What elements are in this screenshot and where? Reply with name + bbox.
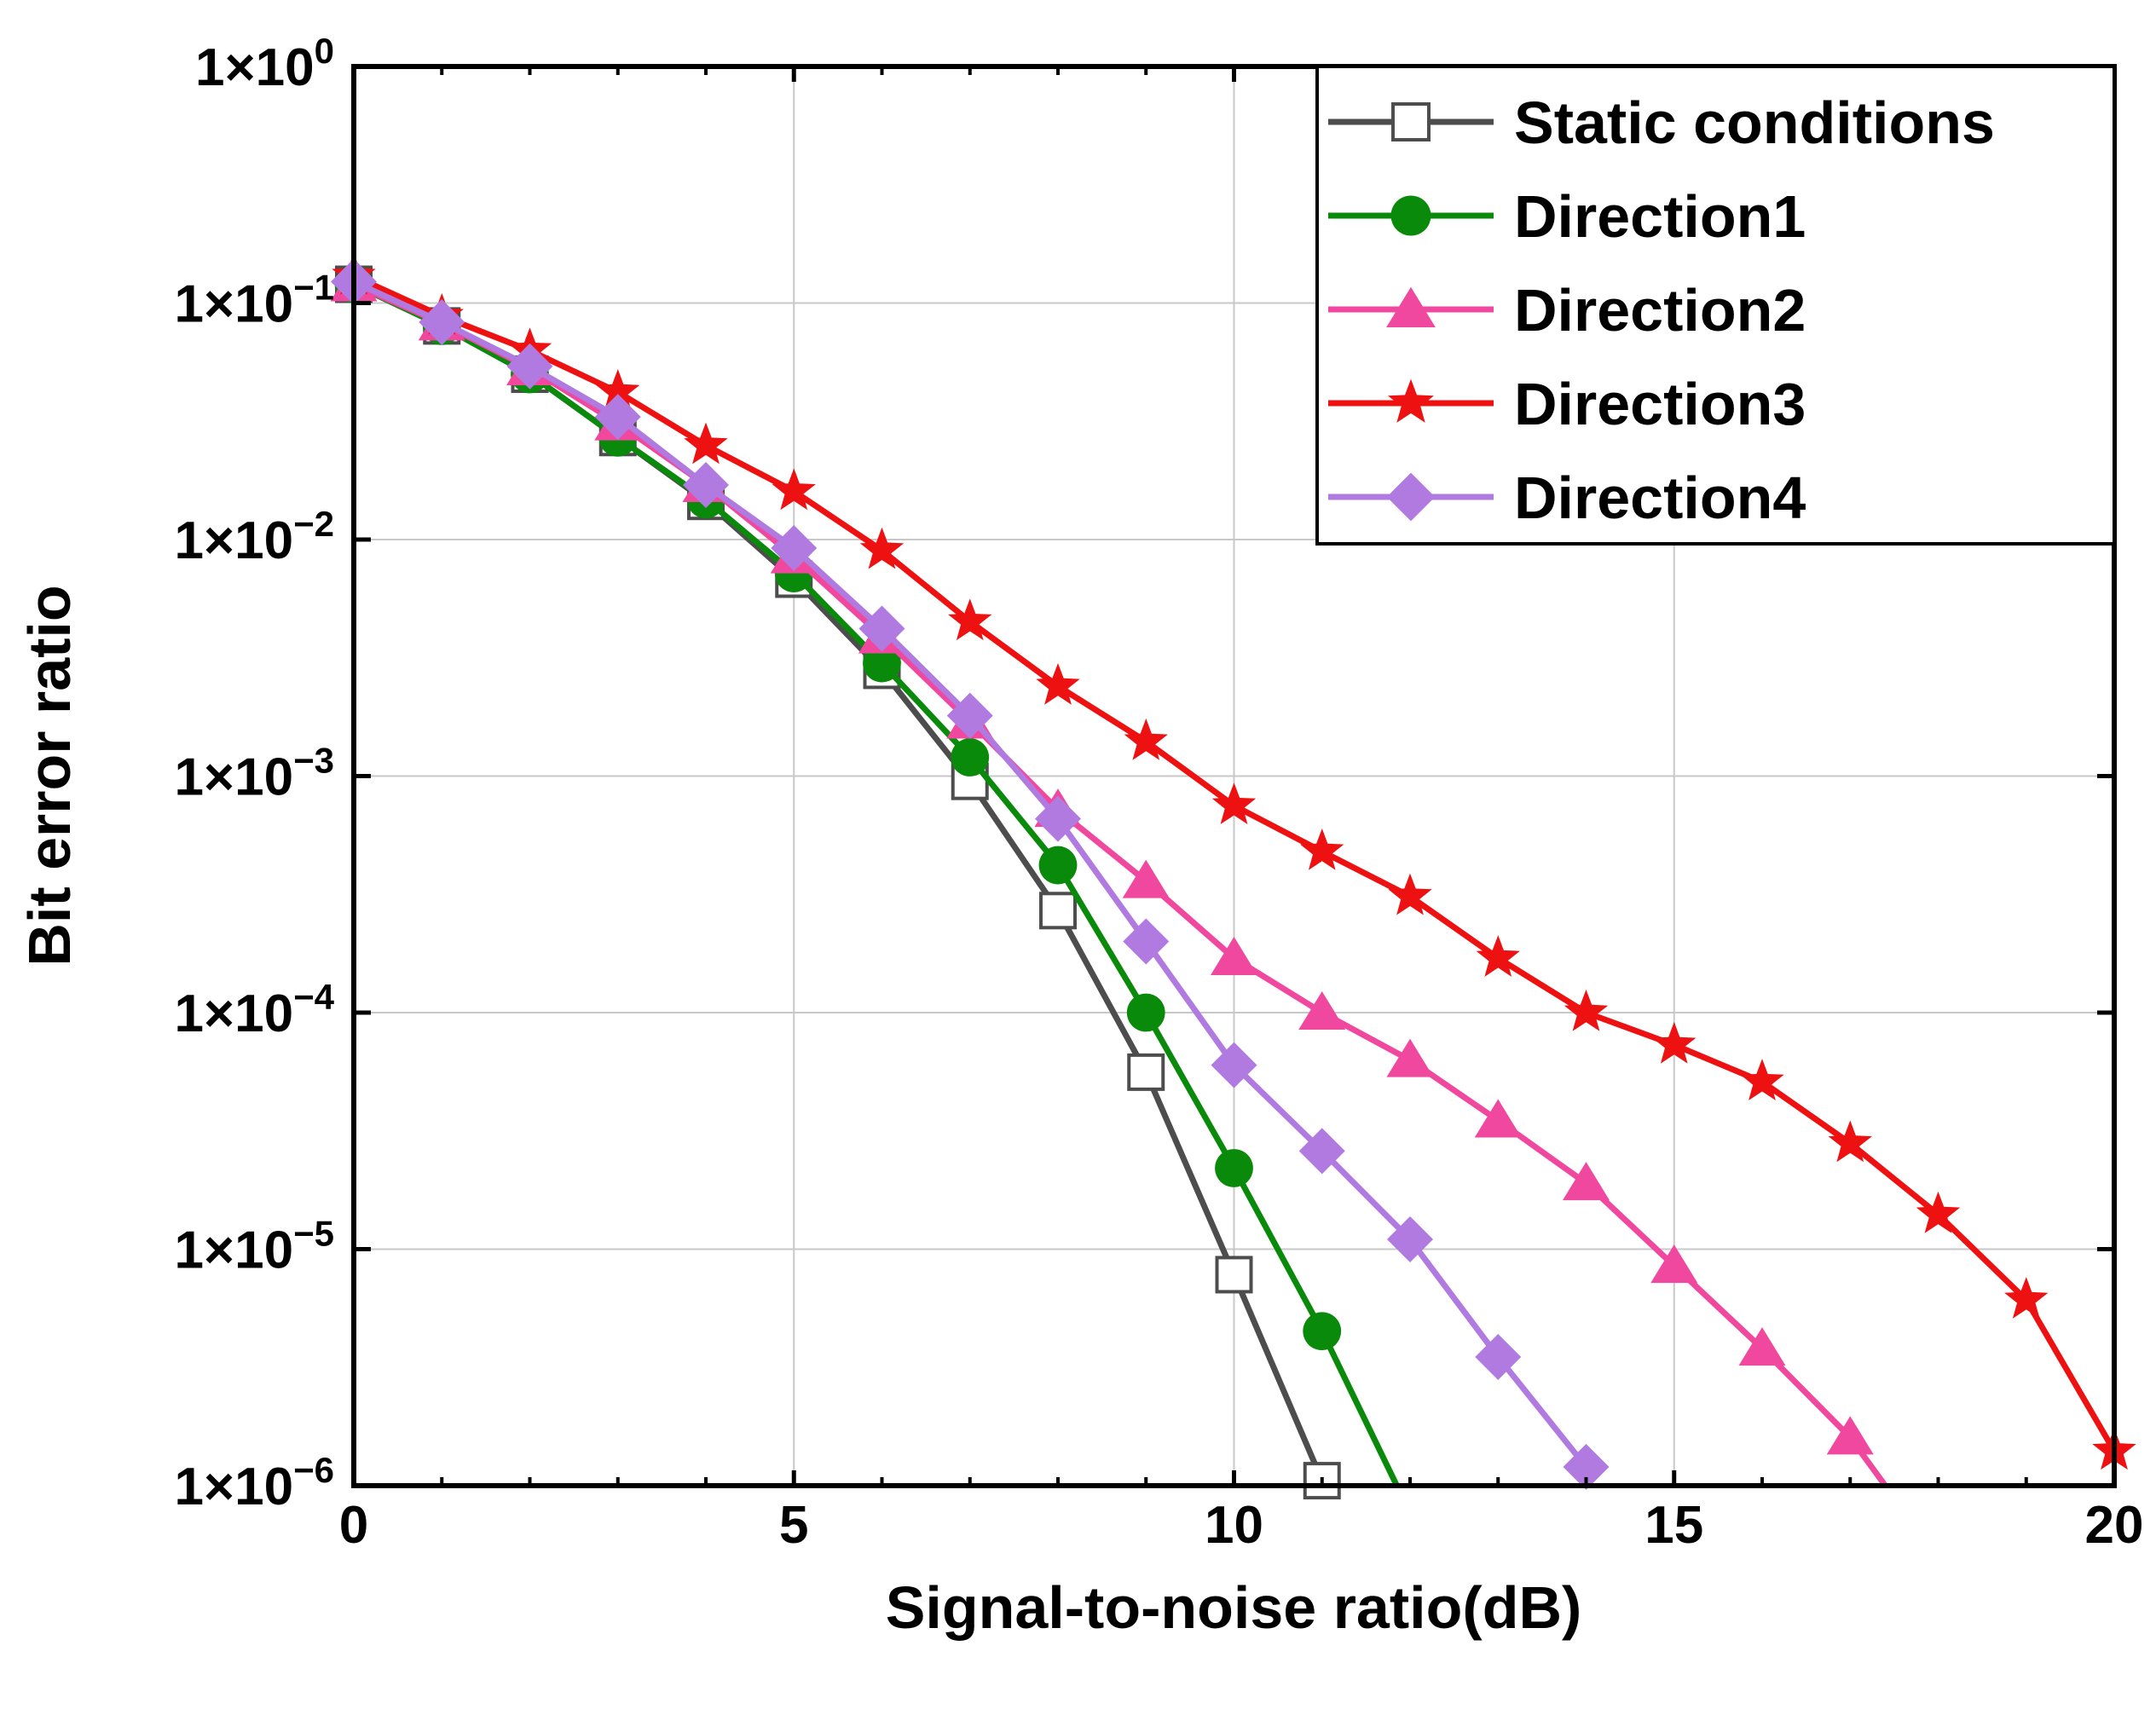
data-point <box>1211 1042 1257 1088</box>
data-point <box>1387 1216 1433 1263</box>
data-point <box>1123 918 1170 965</box>
data-point <box>1476 935 1520 977</box>
legend-item: Direction3 <box>1328 371 1806 437</box>
y-tick-label: 1×10−1 <box>174 268 334 334</box>
series-layer <box>330 252 2136 1500</box>
x-tick-label: 0 <box>339 1496 368 1555</box>
x-tick-label: 20 <box>2085 1496 2144 1555</box>
data-point <box>1211 782 1257 824</box>
data-point <box>1039 892 1077 930</box>
data-point <box>858 605 905 652</box>
data-point <box>1564 990 1609 1031</box>
y-axis-title: Bit error ratio <box>16 585 83 966</box>
data-point <box>1475 1334 1522 1381</box>
y-tick-label: 1×10−6 <box>174 1450 334 1516</box>
data-point <box>1563 1162 1610 1201</box>
y-tick-label: 1×100 <box>195 31 334 97</box>
y-tick-labels: 1×100 1×10−1 1×10−2 1×10−3 1×10−4 1×10−5 1×10−… <box>174 31 334 1516</box>
data-point <box>772 468 816 511</box>
data-point <box>1035 795 1081 842</box>
data-point <box>1126 993 1165 1032</box>
data-point <box>1127 1053 1165 1091</box>
data-point <box>1215 1256 1253 1294</box>
legend-box <box>1315 65 2116 546</box>
legend-item: Static conditions <box>1328 89 1995 156</box>
data-point <box>419 298 465 345</box>
data-point <box>1303 1312 1342 1351</box>
data-point <box>1828 1120 1872 1163</box>
data-point <box>1390 195 1431 236</box>
y-tick-label: 1×10−4 <box>174 977 334 1043</box>
data-point <box>2004 1277 2049 1319</box>
legend-label: Direction3 <box>1514 371 1806 437</box>
data-point <box>683 462 729 509</box>
x-tick-labels: 0 5 10 15 20 <box>339 1496 2144 1555</box>
data-point <box>863 644 901 683</box>
data-point <box>1298 1128 1345 1175</box>
data-point <box>948 598 992 641</box>
data-point <box>1386 1038 1434 1077</box>
data-point <box>1122 859 1170 898</box>
data-point <box>1386 286 1436 327</box>
legend: Static conditions Direction1 Direction2 Dir… <box>1315 65 2116 546</box>
data-point <box>1391 102 1431 141</box>
legend-item: Direction1 <box>1328 183 1806 250</box>
data-point <box>1124 718 1168 760</box>
legend-label: Direction4 <box>1514 465 1806 531</box>
data-point <box>1298 991 1346 1030</box>
x-tick-label: 15 <box>1644 1496 1703 1555</box>
data-point <box>1388 378 1434 423</box>
legend-label: Static conditions <box>1514 89 1995 156</box>
x-axis-title: Signal-to-noise ratio(dB) <box>886 1574 1582 1641</box>
data-point <box>1826 1416 1874 1455</box>
legend-item: Direction2 <box>1328 277 1806 344</box>
data-point <box>684 422 728 465</box>
data-point <box>951 738 990 777</box>
data-point <box>1916 1191 1961 1233</box>
data-point <box>1386 472 1436 522</box>
data-point <box>596 369 640 411</box>
data-point <box>506 343 553 390</box>
y-tick-label: 1×10−2 <box>174 504 334 570</box>
data-point <box>1036 663 1080 705</box>
x-tick-label: 10 <box>1205 1496 1263 1555</box>
data-point <box>594 394 641 441</box>
data-point <box>1563 1444 1610 1491</box>
data-point <box>859 527 905 569</box>
series-direction4 <box>331 258 1610 1491</box>
data-point <box>1215 1149 1253 1187</box>
y-tick-label: 1×10−3 <box>174 741 334 807</box>
data-point <box>1388 873 1432 915</box>
x-tick-label: 5 <box>779 1496 808 1555</box>
data-point <box>1652 1021 1696 1064</box>
data-point <box>1740 1059 1784 1100</box>
data-point <box>1211 937 1257 976</box>
data-point <box>946 692 993 739</box>
data-point <box>1300 829 1344 870</box>
legend-items: Static conditions Direction1 Direction2 Dir… <box>1328 89 1995 531</box>
legend-label: Direction1 <box>1514 183 1806 250</box>
data-point <box>1738 1327 1786 1366</box>
data-point <box>1474 1099 1522 1138</box>
data-point <box>1038 846 1078 885</box>
legend-label: Direction2 <box>1514 277 1806 344</box>
legend-item: Direction4 <box>1328 465 1806 531</box>
data-point <box>771 525 818 572</box>
y-tick-label: 1×10−5 <box>174 1214 334 1280</box>
data-point <box>1650 1244 1698 1284</box>
